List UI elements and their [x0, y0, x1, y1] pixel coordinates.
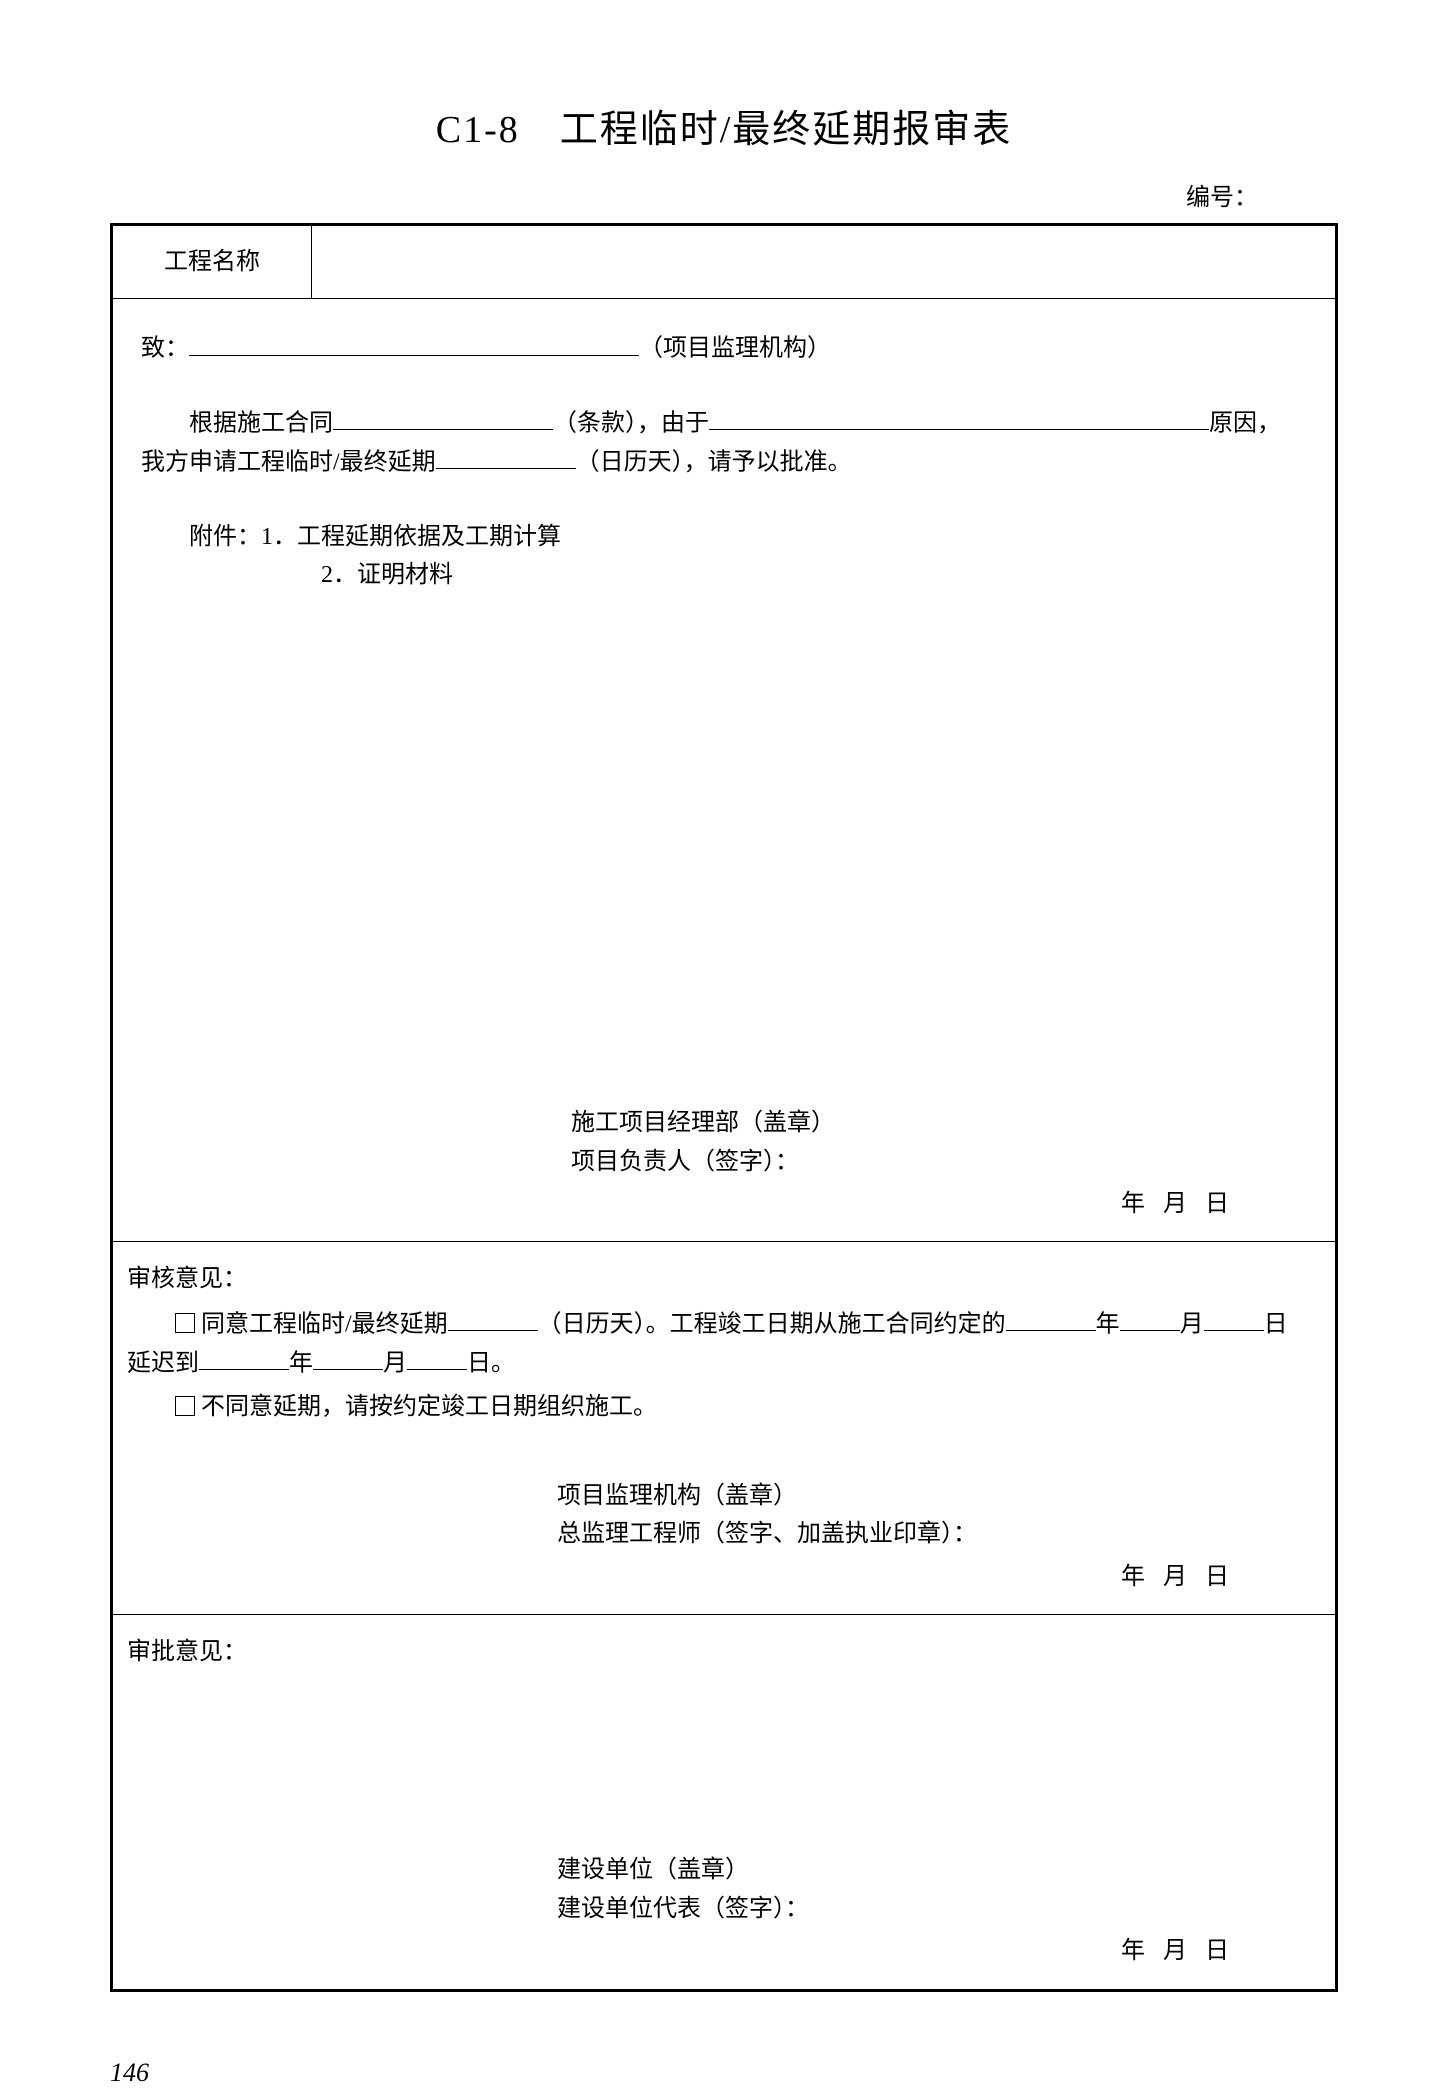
attachment-1: 附件：1．工程延期依据及工期计算: [189, 518, 1307, 556]
to-suffix: （项目监理机构）: [639, 336, 831, 362]
text-days-suffix: （日历天），请予以批准。: [576, 449, 852, 475]
text-reason-suffix: 原因，: [1209, 410, 1281, 436]
form-table: 工程名称 致： （项目监理机构） 根据施工合同 （条款），由于 原因， 我方申请工程临…: [110, 223, 1338, 1991]
contractor-sign: 项目负责人（签字）：: [571, 1143, 1307, 1181]
review-header: 审核意见：: [127, 1260, 1307, 1298]
text-month2: 月: [383, 1350, 407, 1376]
text-agree: 同意工程临时/最终延期: [201, 1311, 448, 1337]
text-year2: 年: [289, 1350, 313, 1376]
delayed-to-line: 延迟到 年 月 日。: [127, 1344, 1307, 1383]
signature-block-supervisor: 项目监理机构（盖章） 总监理工程师（签字、加盖执业印章）：: [127, 1477, 1307, 1554]
to-label: 致：: [141, 336, 189, 362]
text-contract: 根据施工合同: [189, 410, 333, 436]
reason-field[interactable]: [709, 404, 1209, 430]
addressee-field[interactable]: [189, 329, 639, 355]
text-agree-days: （日历天）。工程竣工日期从施工合同约定的: [538, 1311, 1006, 1337]
date-line-3: 年月日: [127, 1932, 1307, 1970]
project-name-value[interactable]: [312, 225, 1337, 299]
agree-option-line: 同意工程临时/最终延期 （日历天）。工程竣工日期从施工合同约定的 年 月 日: [127, 1305, 1307, 1344]
section-approval: 审批意见： 建设单位（盖章） 建设单位代表（签字）： 年月日: [112, 1615, 1337, 1991]
disagree-option-line: 不同意延期，请按约定竣工日期组织施工。: [127, 1388, 1307, 1426]
delay-request-line: 我方申请工程临时/最终延期 （日历天），请予以批准。: [141, 443, 1307, 482]
text-disagree: 不同意延期，请按约定竣工日期组织施工。: [201, 1394, 657, 1420]
days-field[interactable]: [436, 443, 576, 469]
owner-seal: 建设单位（盖章）: [557, 1851, 1307, 1889]
approval-header: 审批意见：: [127, 1633, 1307, 1671]
project-name-label: 工程名称: [112, 225, 312, 299]
date-line-2: 年月日: [127, 1558, 1307, 1596]
text-delayed-to: 延迟到: [127, 1350, 199, 1376]
project-name-row: 工程名称: [112, 225, 1337, 299]
addressee-line: 致： （项目监理机构）: [141, 329, 1307, 368]
contract-clause-line: 根据施工合同 （条款），由于 原因， 我方申请工程临时/最终延期 （日历天），请予以批…: [141, 404, 1307, 482]
new-month-field[interactable]: [313, 1344, 383, 1370]
supervisor-seal: 项目监理机构（盖章）: [557, 1477, 1307, 1515]
text-year: 年: [1096, 1311, 1120, 1337]
signature-block-owner: 建设单位（盖章） 建设单位代表（签字）：: [127, 1851, 1307, 1928]
new-year-field[interactable]: [199, 1344, 289, 1370]
attachments-block: 附件：1．工程延期依据及工期计算 2．证明材料: [141, 518, 1307, 595]
orig-month-field[interactable]: [1120, 1305, 1180, 1331]
form-title: C1-8 工程临时/最终延期报审表: [110, 100, 1338, 161]
section-review: 审核意见： 同意工程临时/最终延期（日历天）。工程竣工日期从施工合同约定的年月日…: [112, 1242, 1337, 1615]
text-apply: 我方申请工程临时/最终延期: [141, 449, 436, 475]
section-application: 致： （项目监理机构） 根据施工合同 （条款），由于 原因， 我方申请工程临时/最终延…: [112, 299, 1337, 1242]
orig-year-field[interactable]: [1006, 1305, 1096, 1331]
supervisor-sign: 总监理工程师（签字、加盖执业印章）：: [557, 1515, 1307, 1553]
checkbox-disagree[interactable]: [175, 1396, 195, 1416]
text-month: 月: [1180, 1311, 1204, 1337]
contractor-seal: 施工项目经理部（盖章）: [571, 1104, 1307, 1142]
text-clause-suffix: （条款），由于: [553, 410, 709, 436]
page-number: 146: [110, 2052, 1338, 2093]
text-day2: 日。: [467, 1350, 515, 1376]
new-day-field[interactable]: [407, 1344, 467, 1370]
text-day: 日: [1264, 1311, 1288, 1337]
orig-day-field[interactable]: [1204, 1305, 1264, 1331]
document-number-label: 编号：: [110, 179, 1338, 217]
attachment-2: 2．证明材料: [189, 556, 1307, 594]
owner-sign: 建设单位代表（签字）：: [557, 1890, 1307, 1928]
date-line-1: 年月日: [141, 1185, 1307, 1223]
signature-block-contractor: 施工项目经理部（盖章） 项目负责人（签字）：: [141, 1104, 1307, 1181]
agree-days-field[interactable]: [448, 1305, 538, 1331]
checkbox-agree[interactable]: [175, 1313, 195, 1333]
clause-field[interactable]: [333, 404, 553, 430]
